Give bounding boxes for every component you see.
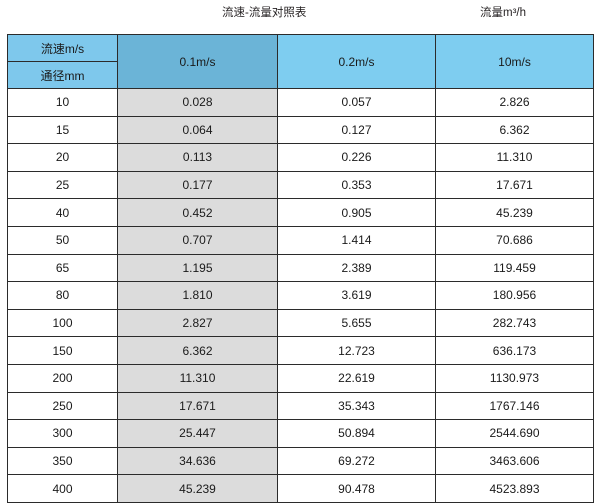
table-row: 40 0.452 0.905 45.239 (7, 198, 594, 227)
table-row: 10 0.028 0.057 2.826 (7, 88, 594, 117)
header-diameter-label: 通径mm (7, 61, 118, 89)
cell-diameter: 25 (7, 170, 118, 200)
unit-title: 流量m³/h (480, 7, 526, 19)
cell-flow-2: 17.671 (435, 170, 594, 200)
cell-diameter: 40 (7, 198, 118, 227)
cell-flow-0: 45.239 (117, 474, 278, 503)
cell-flow-2: 6.362 (435, 115, 594, 145)
cell-flow-2: 2544.690 (435, 419, 594, 448)
table-row: 350 34.636 69.272 3463.606 (7, 446, 594, 476)
cell-flow-2: 282.743 (435, 308, 594, 338)
cell-flow-1: 0.127 (277, 115, 436, 145)
cell-flow-2: 70.686 (435, 225, 594, 255)
cell-flow-0: 0.113 (117, 143, 278, 172)
table-row: 100 2.827 5.655 282.743 (7, 308, 594, 338)
table-row: 250 17.671 35.343 1767.146 (7, 391, 594, 421)
cell-diameter: 350 (7, 446, 118, 476)
cell-flow-2: 4523.893 (435, 474, 594, 503)
cell-diameter: 100 (7, 308, 118, 338)
cell-diameter: 50 (7, 225, 118, 255)
cell-flow-2: 2.826 (435, 88, 594, 117)
cell-flow-1: 0.353 (277, 170, 436, 200)
cell-flow-2: 1130.973 (435, 363, 594, 393)
cell-flow-0: 0.707 (117, 225, 278, 255)
table-row: 15 0.064 0.127 6.362 (7, 115, 594, 145)
table-row: 80 1.810 3.619 180.956 (7, 281, 594, 310)
table-body: 10 0.028 0.057 2.826 15 0.064 0.127 6.362 20 0.11… (7, 88, 594, 503)
table-header: 流速m/s 0.1m/s 0.2m/s 10m/s 通径mm (7, 34, 594, 89)
cell-diameter: 20 (7, 143, 118, 172)
cell-diameter: 80 (7, 281, 118, 310)
cell-flow-2: 1767.146 (435, 391, 594, 421)
cell-flow-1: 69.272 (277, 446, 436, 476)
cell-flow-2: 636.173 (435, 336, 594, 365)
header-row-top: 流速m/s 0.1m/s 0.2m/s 10m/s (7, 34, 594, 89)
table-row: 200 11.310 22.619 1130.973 (7, 363, 594, 393)
cell-flow-1: 5.655 (277, 308, 436, 338)
cell-flow-0: 1.195 (117, 253, 278, 283)
header-velocity-2: 10m/s (435, 34, 594, 89)
cell-flow-0: 25.447 (117, 419, 278, 448)
cell-diameter: 200 (7, 363, 118, 393)
cell-flow-1: 0.226 (277, 143, 436, 172)
cell-flow-1: 90.478 (277, 474, 436, 503)
cell-flow-1: 1.414 (277, 225, 436, 255)
cell-flow-1: 3.619 (277, 281, 436, 310)
cell-diameter: 300 (7, 419, 118, 448)
cell-flow-2: 180.956 (435, 281, 594, 310)
cell-flow-0: 1.810 (117, 281, 278, 310)
table-row: 25 0.177 0.353 17.671 (7, 170, 594, 200)
cell-flow-0: 0.028 (117, 88, 278, 117)
table-row: 20 0.113 0.226 11.310 (7, 143, 594, 172)
cell-flow-1: 35.343 (277, 391, 436, 421)
cell-diameter: 15 (7, 115, 118, 145)
chart-title: 流速-流量对照表 (222, 7, 307, 19)
table-row: 300 25.447 50.894 2544.690 (7, 419, 594, 448)
cell-diameter: 65 (7, 253, 118, 283)
cell-diameter: 250 (7, 391, 118, 421)
caption-row: 流速-流量对照表 流量m³/h (0, 0, 600, 34)
cell-flow-2: 45.239 (435, 198, 594, 227)
cell-flow-0: 34.636 (117, 446, 278, 476)
header-velocity-label: 流速m/s (7, 34, 118, 62)
header-velocity-0: 0.1m/s (117, 34, 278, 89)
table-row: 400 45.239 90.478 4523.893 (7, 474, 594, 503)
cell-flow-1: 12.723 (277, 336, 436, 365)
cell-flow-1: 50.894 (277, 419, 436, 448)
table-row: 50 0.707 1.414 70.686 (7, 225, 594, 255)
cell-flow-1: 0.905 (277, 198, 436, 227)
cell-flow-0: 6.362 (117, 336, 278, 365)
cell-flow-2: 3463.606 (435, 446, 594, 476)
table-row: 150 6.362 12.723 636.173 (7, 336, 594, 365)
cell-flow-0: 0.177 (117, 170, 278, 200)
cell-diameter: 150 (7, 336, 118, 365)
header-velocity-1: 0.2m/s (277, 34, 436, 89)
cell-flow-1: 22.619 (277, 363, 436, 393)
cell-flow-0: 17.671 (117, 391, 278, 421)
table-row: 65 1.195 2.389 119.459 (7, 253, 594, 283)
cell-flow-1: 0.057 (277, 88, 436, 117)
header-row-bottom: 通径mm (7, 61, 594, 89)
cell-diameter: 400 (7, 474, 118, 503)
cell-diameter: 10 (7, 88, 118, 117)
cell-flow-2: 119.459 (435, 253, 594, 283)
flow-rate-table: 流速m/s 0.1m/s 0.2m/s 10m/s 通径mm 10 0.028 0.… (7, 34, 594, 503)
cell-flow-1: 2.389 (277, 253, 436, 283)
cell-flow-0: 0.452 (117, 198, 278, 227)
cell-flow-2: 11.310 (435, 143, 594, 172)
cell-flow-0: 2.827 (117, 308, 278, 338)
cell-flow-0: 11.310 (117, 363, 278, 393)
flow-table-container: 流速m/s 0.1m/s 0.2m/s 10m/s 通径mm 10 0.028 0.… (7, 34, 594, 503)
cell-flow-0: 0.064 (117, 115, 278, 145)
